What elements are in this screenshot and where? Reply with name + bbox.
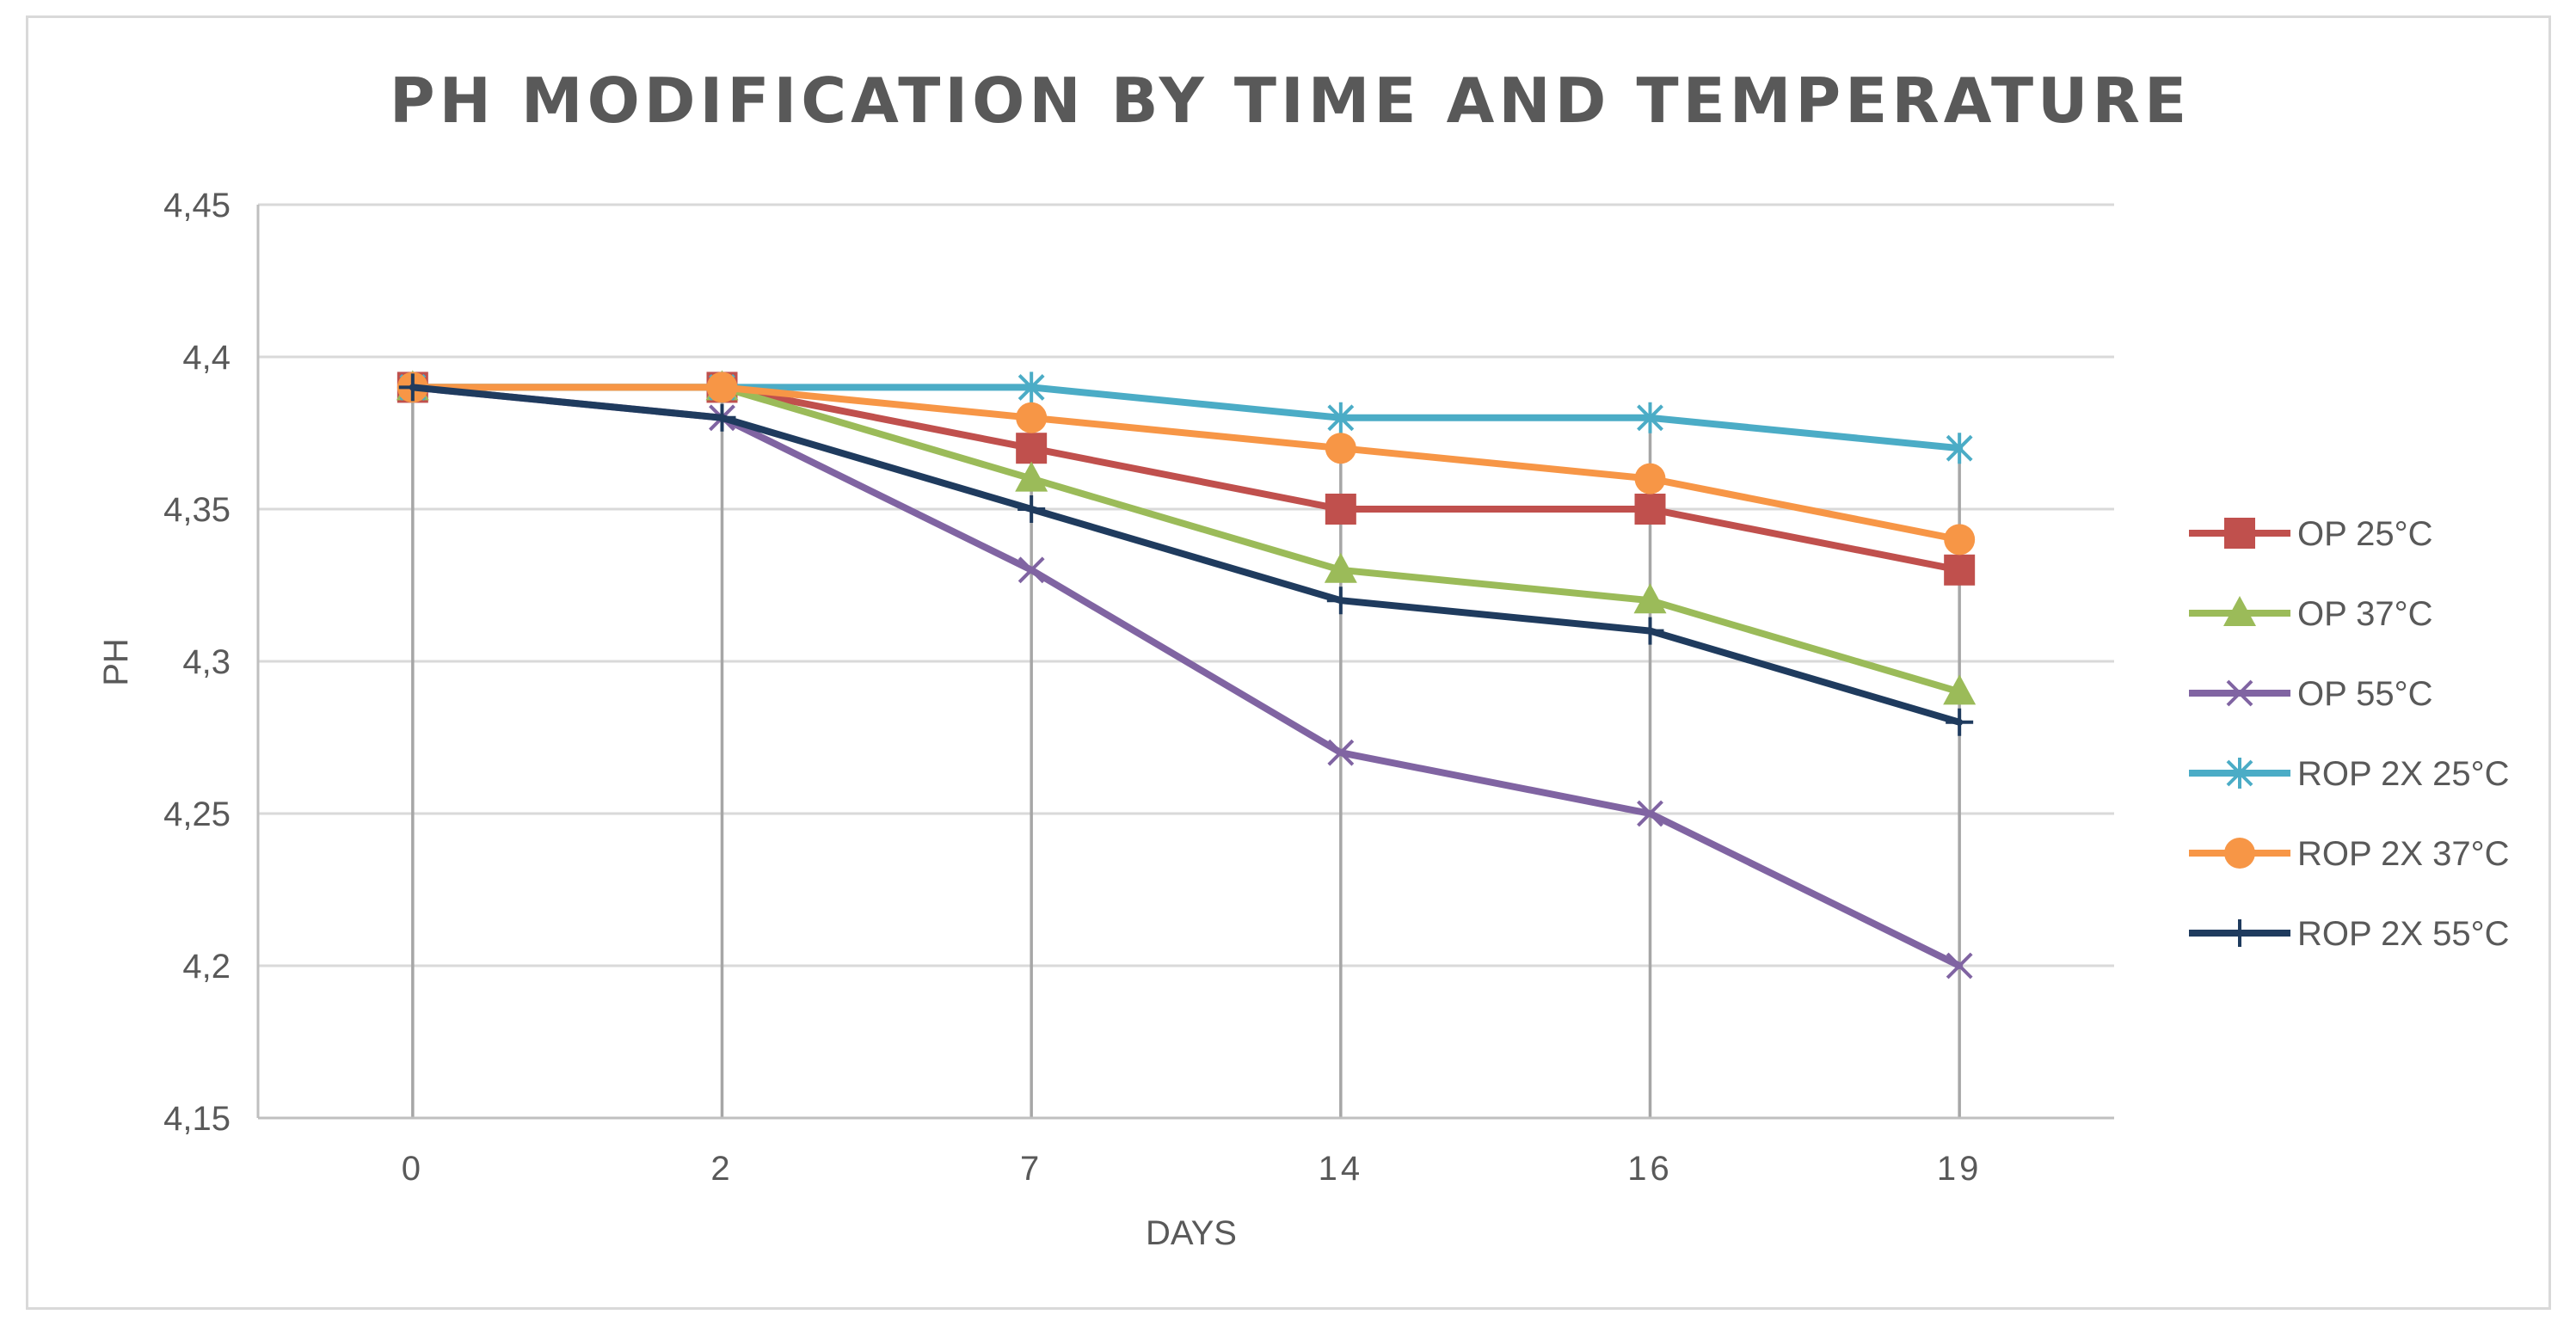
data-point — [1634, 494, 1666, 525]
data-point — [1326, 587, 1355, 615]
data-point — [1325, 433, 1356, 464]
series-group — [396, 370, 1977, 980]
y-tick-label: 4,35 — [163, 491, 231, 529]
data-point — [1633, 583, 1667, 614]
data-point — [1325, 494, 1356, 525]
series-5 — [397, 372, 1976, 556]
data-point — [1944, 524, 1976, 556]
data-point — [1946, 433, 1973, 464]
legend-marker — [2226, 919, 2253, 947]
x-tick-label: 2 — [710, 1150, 733, 1188]
y-tick-label: 4,3 — [182, 643, 231, 681]
y-tick-label: 4,4 — [182, 339, 231, 377]
legend-item: OP 55°C — [2189, 675, 2433, 713]
data-point — [708, 403, 736, 432]
series-6 — [398, 373, 1974, 736]
data-point — [1017, 556, 1045, 584]
data-point — [1946, 952, 1973, 980]
x-tick-label: 16 — [1627, 1150, 1673, 1188]
data-point — [1016, 433, 1048, 464]
legend-marker — [2226, 758, 2253, 789]
legend-item: OP 37°C — [2189, 595, 2433, 633]
series-line — [409, 384, 1964, 544]
data-point — [1637, 402, 1663, 433]
data-point — [1016, 402, 1048, 433]
data-point — [706, 372, 738, 403]
data-point — [1636, 617, 1664, 645]
legend-marker — [2224, 518, 2255, 549]
legend-label: ROP 2X 25°C — [2297, 755, 2509, 793]
legend-item: ROP 2X 55°C — [2189, 915, 2509, 953]
legend-marker — [2226, 679, 2253, 707]
data-point — [1634, 463, 1666, 494]
legend-label: ROP 2X 55°C — [2297, 915, 2509, 953]
legend-item: ROP 2X 37°C — [2189, 835, 2509, 873]
legend: OP 25°C OP 37°C OP 55°C ROP 2X 25°C ROP 2X 3… — [2189, 515, 2509, 953]
chart-title: PH MODIFICATION BY TIME AND TEMPERATURE — [390, 64, 2191, 137]
x-tick-label: 0 — [402, 1150, 424, 1188]
axes: 4,15 4,2 4,25 4,3 4,35 4,4 4,45 0 2 7 14 16 19 — [163, 187, 2114, 1188]
legend-label: OP 55°C — [2297, 675, 2433, 713]
legend-item: OP 25°C — [2189, 515, 2433, 553]
series-line — [409, 384, 1964, 969]
y-tick-label: 4,45 — [163, 187, 231, 224]
x-tick-label: 19 — [1937, 1150, 1983, 1188]
data-point — [1637, 800, 1663, 827]
y-axis-title: PH — [97, 638, 135, 686]
legend-marker — [2223, 596, 2256, 626]
y-tick-label: 4,2 — [182, 948, 231, 986]
y-tick-label: 4,15 — [163, 1100, 231, 1138]
x-axis-title: DAYS — [1146, 1214, 1237, 1252]
series-line — [409, 384, 1964, 574]
data-point — [1324, 552, 1357, 583]
data-point — [1944, 554, 1976, 586]
legend-label: OP 25°C — [2297, 515, 2433, 553]
legend-item: ROP 2X 25°C — [2189, 755, 2509, 793]
data-point — [1015, 461, 1048, 492]
series-3 — [399, 373, 1973, 980]
legend-marker — [2224, 838, 2255, 869]
data-point — [1327, 739, 1355, 766]
legend-label: OP 37°C — [2297, 595, 2433, 633]
data-point — [1943, 674, 1977, 705]
y-tick-label: 4,25 — [163, 795, 231, 833]
data-point — [398, 373, 427, 402]
series-line — [409, 384, 1964, 726]
data-point — [1327, 402, 1355, 433]
series-line — [409, 384, 1964, 452]
data-point — [1017, 372, 1045, 403]
legend-label: ROP 2X 37°C — [2297, 835, 2509, 873]
data-point — [1946, 708, 1974, 736]
x-tick-label: 7 — [1020, 1150, 1042, 1188]
data-point — [1017, 495, 1046, 523]
x-tick-label: 14 — [1319, 1150, 1364, 1188]
